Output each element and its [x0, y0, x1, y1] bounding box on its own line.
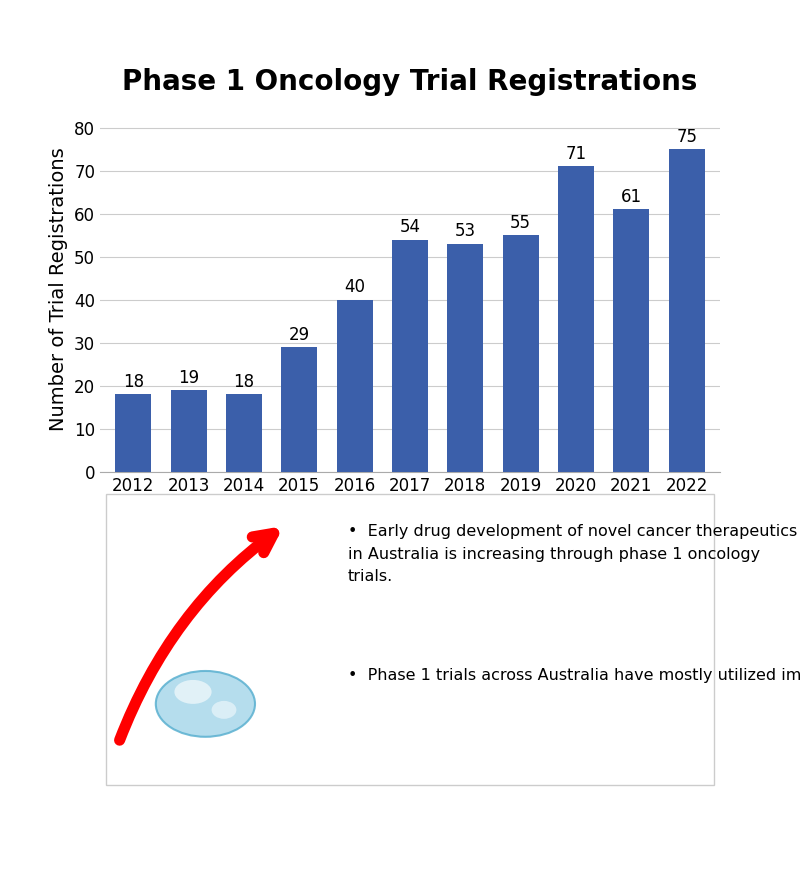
Text: 18: 18 — [234, 373, 254, 391]
Text: 75: 75 — [676, 127, 698, 146]
Ellipse shape — [211, 701, 237, 719]
Bar — [614, 210, 650, 472]
Text: 29: 29 — [289, 326, 310, 343]
Ellipse shape — [156, 671, 255, 737]
Title: Phase 1 Oncology Trial Registrations: Phase 1 Oncology Trial Registrations — [122, 67, 698, 96]
Bar — [447, 244, 483, 472]
Text: 55: 55 — [510, 214, 531, 232]
Ellipse shape — [174, 680, 211, 704]
FancyBboxPatch shape — [106, 495, 714, 785]
Bar — [226, 395, 262, 472]
Y-axis label: Number of Trial Registrations: Number of Trial Registrations — [50, 147, 69, 431]
Text: 40: 40 — [344, 279, 365, 296]
Text: •  Early drug development of novel cancer therapeutics in Australia is increasin: • Early drug development of novel cancer… — [348, 525, 798, 584]
Bar — [170, 390, 206, 472]
X-axis label: Year of Resigtration: Year of Resigtration — [315, 500, 505, 519]
Bar — [337, 300, 373, 472]
Text: 71: 71 — [566, 145, 586, 163]
Text: 54: 54 — [399, 218, 421, 236]
Bar — [502, 235, 538, 472]
Bar — [115, 395, 151, 472]
Text: •  Phase 1 trials across Australia have mostly utilized immunomodulatory and tar: • Phase 1 trials across Australia have m… — [348, 668, 800, 683]
Bar — [558, 166, 594, 472]
Text: 19: 19 — [178, 369, 199, 387]
Text: 18: 18 — [122, 373, 144, 391]
Text: 61: 61 — [621, 188, 642, 206]
Text: 53: 53 — [454, 222, 476, 241]
Bar — [392, 240, 428, 472]
Bar — [669, 150, 705, 472]
Bar — [282, 347, 318, 472]
